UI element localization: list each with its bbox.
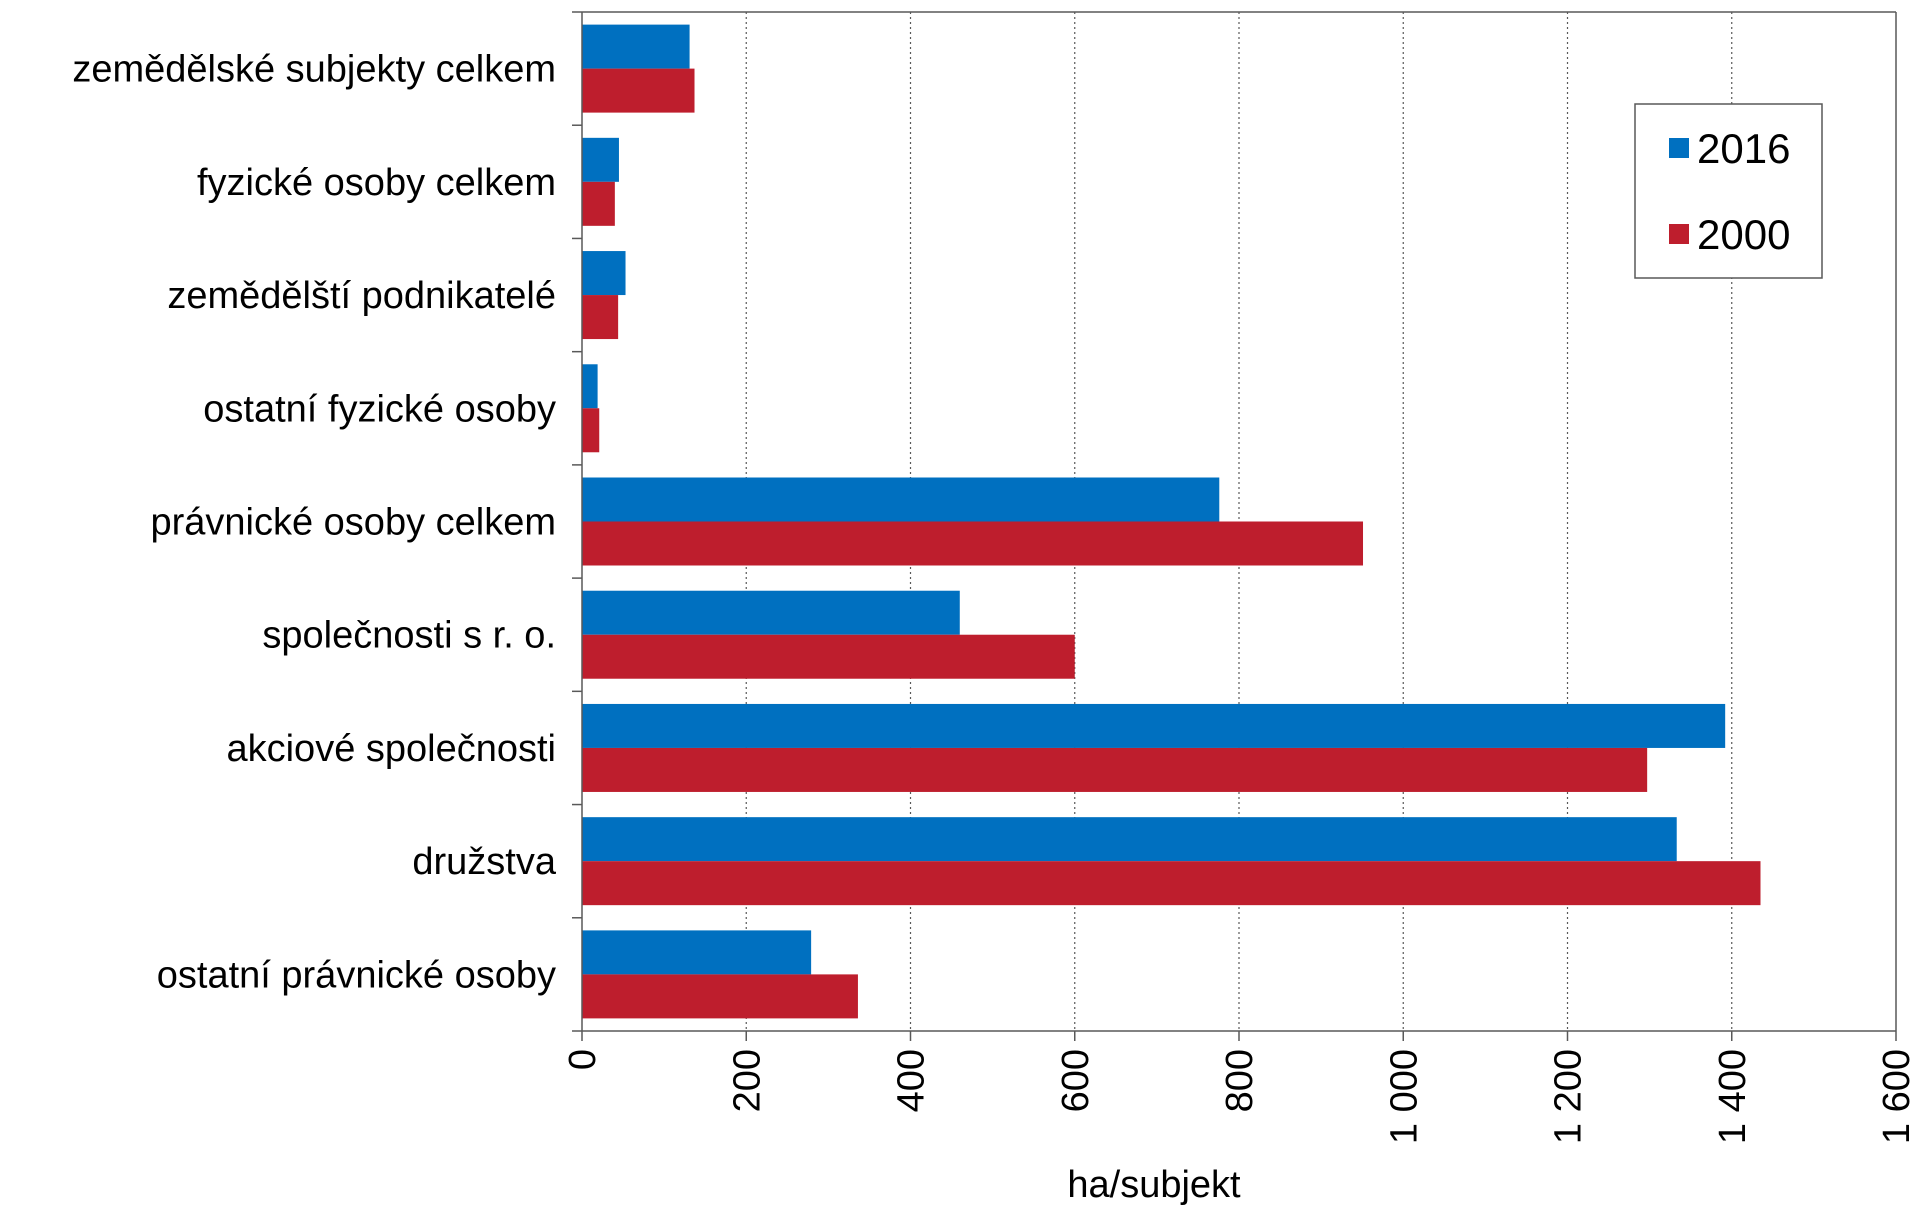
bar-2016-3: [582, 364, 598, 409]
bar-2000-0: [582, 68, 695, 113]
category-label: společnosti s r. o.: [262, 615, 556, 657]
category-labels: zemědělské subjekty celkem fyzické osoby …: [72, 49, 557, 997]
bar-2000-3: [582, 408, 600, 453]
bar-2000-6: [582, 747, 1648, 792]
bar-2016-6: [582, 703, 1726, 748]
category-label: právnické osoby celkem: [150, 502, 556, 544]
category-label: ostatní právnické osoby: [157, 954, 556, 996]
category-label: družstva: [412, 841, 556, 883]
x-tick-label: 0: [562, 1049, 604, 1070]
category-label: akciové společnosti: [226, 728, 556, 770]
bar-2016-0: [582, 24, 690, 69]
x-tick-label: 1 200: [1548, 1049, 1590, 1144]
legend-box: [1634, 103, 1823, 279]
x-tick-labels: 0 200 400 600 800 1 000 1 200 1 400 1 600: [562, 1049, 1918, 1144]
legend-swatch-2000: [1669, 224, 1689, 244]
bar-2000-1: [582, 181, 615, 226]
category-label: fyzické osoby celkem: [197, 162, 556, 204]
bar-2016-5: [582, 590, 960, 635]
x-tick-label: 600: [1055, 1049, 1097, 1112]
axes: [572, 11, 1897, 1041]
gridlines: [745, 12, 1897, 1031]
category-label: ostatní fyzické osoby: [203, 388, 556, 430]
x-tick-label: 400: [891, 1049, 933, 1112]
bar-2000-8: [582, 974, 858, 1019]
x-tick-label: 800: [1219, 1049, 1261, 1112]
x-tick-label: 1 600: [1876, 1049, 1918, 1144]
legend: 2016 2000: [1634, 103, 1823, 279]
legend-label-2016: 2016: [1697, 125, 1790, 172]
category-label: zemědělské subjekty celkem: [72, 49, 556, 91]
category-label: zemědělští podnikatelé: [167, 275, 556, 317]
legend-label-2000: 2000: [1697, 211, 1790, 258]
x-tick-label: 1 400: [1712, 1049, 1754, 1144]
legend-swatch-2016: [1669, 138, 1689, 158]
bars: [582, 24, 1761, 1019]
bar-2016-1: [582, 137, 619, 182]
bar-2016-8: [582, 930, 812, 975]
bar-2000-4: [582, 521, 1364, 566]
bar-2000-7: [582, 861, 1761, 906]
bar-2000-2: [582, 295, 619, 340]
bar-2016-7: [582, 817, 1677, 862]
bar-2016-4: [582, 477, 1220, 522]
x-tick-label: 1 000: [1383, 1049, 1425, 1144]
x-tick-label: 200: [726, 1049, 768, 1112]
bar-2000-5: [582, 634, 1075, 679]
bar-2016-2: [582, 251, 626, 296]
x-axis-title: ha/subjekt: [1067, 1164, 1241, 1205]
